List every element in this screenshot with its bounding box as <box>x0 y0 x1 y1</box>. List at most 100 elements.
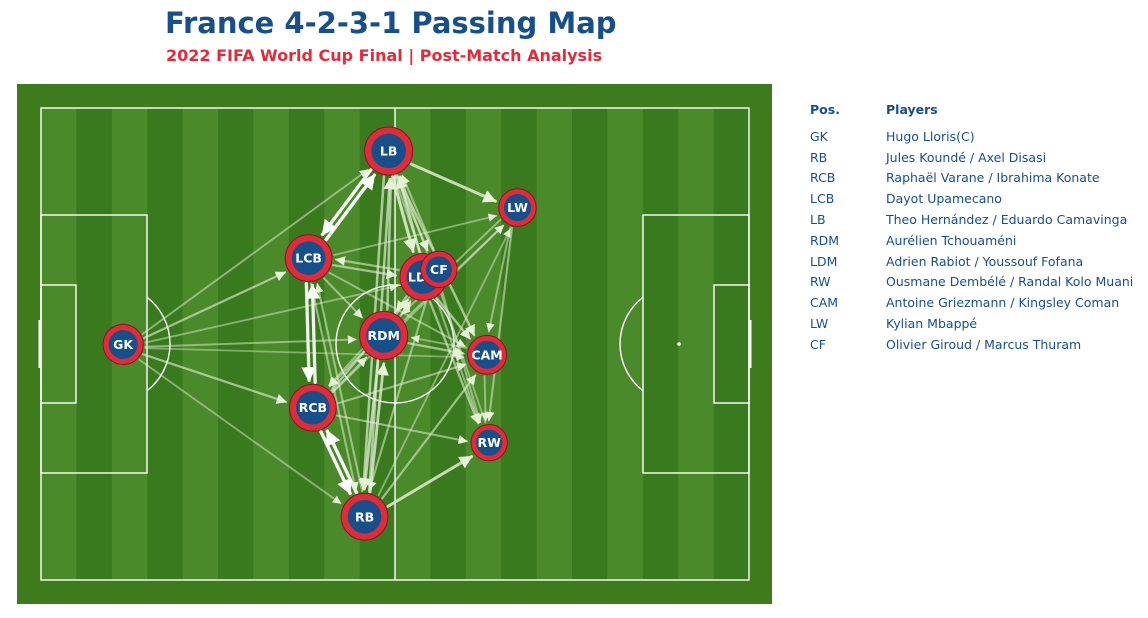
pitch-stripe <box>501 108 538 580</box>
player-node-label: RCB <box>299 400 327 415</box>
legend-pos: RB <box>810 149 828 165</box>
legend-players: Ousmane Dembélé / Randal Kolo Muani <box>886 274 1134 290</box>
pass-arrow-rb-to-rdm <box>368 362 389 494</box>
pitch-stripe <box>572 108 608 580</box>
player-node-cam: CAM <box>467 334 507 375</box>
legend-players: Raphaël Varane / Ibrahima Konate <box>886 170 1100 186</box>
player-node-lw: LW <box>498 188 537 227</box>
player-node-core <box>503 194 532 222</box>
player-node-rb: RB <box>340 492 389 541</box>
pass-arrow-gk-to-rcb <box>141 353 288 404</box>
pass-arrow-cf-to-rw <box>440 288 483 424</box>
pass-arrow-rcb-to-rdm <box>331 356 368 393</box>
player-node-label: GK <box>113 337 134 352</box>
legend-players: Jules Koundé / Axel Disasi <box>886 149 1047 165</box>
player-node-core <box>371 133 406 169</box>
legend-players: Dayot Upamecano <box>886 191 1002 207</box>
pass-arrow-lcb-to-cam <box>328 271 466 348</box>
player-node-label: LW <box>507 200 528 215</box>
pass-arrow-rdm-to-cam <box>407 342 465 357</box>
chart-subtitle: 2022 FIFA World Cup Final | Post-Match A… <box>166 46 603 65</box>
legend-row: RDM Aurélien Tchouaméni <box>810 230 1145 251</box>
legend-header: Pos. Players <box>810 102 1145 126</box>
pitch-stripe <box>607 108 644 580</box>
legend-pos: LCB <box>810 191 835 207</box>
player-node-core <box>291 241 326 275</box>
pass-arrow-ldm-to-rw <box>428 300 480 425</box>
pitch-stripe <box>182 108 219 580</box>
legend-row: RB Jules Koundé / Axel Disasi <box>810 147 1145 168</box>
pass-arrow-ldm-to-lcb <box>335 256 400 271</box>
legend-row: LW Kylian Mbappé <box>810 313 1145 334</box>
pass-arrow-cf-to-lb <box>401 174 435 251</box>
player-node-rw: RW <box>470 423 508 462</box>
pass-arrow-ldm-to-cam <box>435 297 472 340</box>
pass-arrow-cam-to-rdm <box>410 334 468 349</box>
legend-pos: RDM <box>810 232 840 248</box>
player-node-rcb: RCB <box>289 383 337 432</box>
player-node-label: CF <box>430 262 448 277</box>
legend-players: Hugo Lloris(C) <box>886 128 975 144</box>
legend-pos: LW <box>810 316 829 332</box>
player-node-core <box>296 390 330 425</box>
pass-arrow-rb-to-lcb <box>314 283 364 493</box>
player-node-core <box>425 256 452 283</box>
pitch-stripe <box>678 108 715 580</box>
right-penalty-spot <box>677 342 681 346</box>
player-node-core <box>108 330 138 359</box>
player-node-core <box>347 499 382 534</box>
pass-arrow-lcb-to-rdm <box>323 277 364 319</box>
legend-row: LB Theo Hernández / Eduardo Camavinga <box>810 209 1145 230</box>
player-node-core <box>366 318 401 353</box>
legend-players: Aurélien Tchouaméni <box>886 232 1017 248</box>
pass-arrow-rcb-to-rb <box>319 430 352 496</box>
chart-title: France 4-2-3-1 Passing Map <box>165 6 617 40</box>
legend-pos: CF <box>810 336 826 352</box>
left-penalty-arc <box>146 296 171 392</box>
legend-pos-header: Pos. <box>810 102 840 117</box>
player-node-cf: CF <box>420 250 458 289</box>
position-legend: Pos. Players GK Hugo Lloris(C) RB Jules Kou… <box>810 102 1145 355</box>
pass-arrow-rdm-to-lb <box>384 177 397 311</box>
pitch-stripe <box>536 108 573 580</box>
pass-arrow-lcb-to-rcb <box>301 281 317 383</box>
legend-players: Olivier Giroud / Marcus Thuram <box>886 336 1082 352</box>
pass-arrow-lw-to-cam <box>486 226 512 333</box>
legend-pos: RW <box>810 274 831 290</box>
pass-arrow-rb-to-rw <box>386 455 474 508</box>
pass-arrow-rcb-to-rw <box>336 414 468 445</box>
player-node-core <box>476 429 503 456</box>
legend-row: LDM Adrien Rabiot / Youssouf Fofana <box>810 251 1145 272</box>
player-node-lcb: LCB <box>284 234 333 282</box>
player-node-label: RW <box>477 435 501 450</box>
legend-row: CF Olivier Giroud / Marcus Thuram <box>810 334 1145 355</box>
legend-players: Adrien Rabiot / Youssouf Fofana <box>886 253 1084 269</box>
player-node-label: RDM <box>367 328 399 343</box>
pass-arrow-lw-to-rw <box>485 226 514 422</box>
legend-pos: RCB <box>810 170 836 186</box>
legend-pos: GK <box>810 128 828 144</box>
legend-pos: LDM <box>810 253 838 269</box>
pass-arrow-gk-to-ldm <box>144 283 399 344</box>
player-node-label: RB <box>355 509 374 524</box>
legend-pos: CAM <box>810 295 839 311</box>
legend-pos: LB <box>810 212 826 228</box>
pass-arrow-gk-to-rb <box>138 358 342 505</box>
pass-arrow-lb-to-cf <box>394 174 429 252</box>
pass-arrow-ldm-to-rdm <box>395 295 408 312</box>
legend-row: CAM Antoine Griezmann / Kingsley Coman <box>810 292 1145 313</box>
pass-arrow-lcb-to-lw <box>333 213 497 256</box>
player-node-label: CAM <box>471 347 502 362</box>
pass-arrow-gk-to-lcb <box>143 271 287 340</box>
legend-row: RW Ousmane Dembélé / Randal Kolo Muani <box>810 272 1145 293</box>
legend-players-header: Players <box>886 102 938 117</box>
legend-row: LCB Dayot Upamecano <box>810 188 1145 209</box>
pass-arrow-rb-to-lw <box>377 228 511 497</box>
legend-players: Kylian Mbappé <box>886 316 978 332</box>
pass-arrow-cam-to-rw <box>481 375 490 422</box>
player-node-rdm: RDM <box>359 311 409 361</box>
pitch-stripe <box>147 108 184 580</box>
pitch-markings <box>38 107 752 581</box>
pass-arrow-cf-to-rb <box>367 286 432 491</box>
